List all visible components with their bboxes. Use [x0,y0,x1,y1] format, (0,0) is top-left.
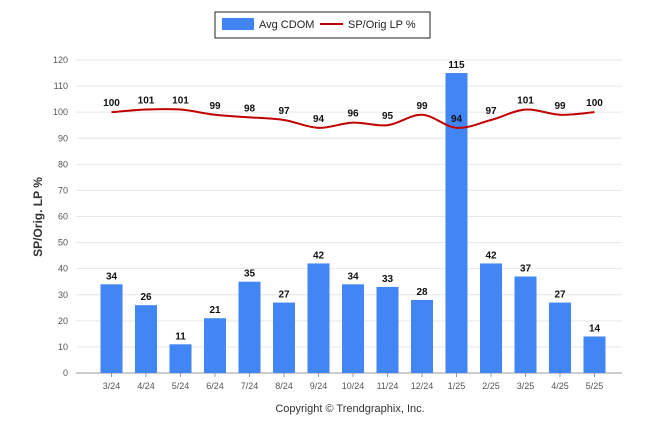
legend-swatch-avg-cdom [222,18,254,30]
x-tick-label: 3/25 [517,381,535,391]
bar-data-label: 42 [485,250,497,261]
x-axis-ticks: 3/24 4/24 5/24 6/24 7/24 8/24 9/24 10/24 11/24 12… [103,373,604,391]
line-data-label: 95 [382,111,394,122]
bar [376,286,399,373]
x-tick-label: 5/25 [586,381,604,391]
legend-label-avg-cdom: Avg CDOM [259,19,314,31]
bar-data-label: 42 [313,250,325,261]
line-data-label: 99 [554,101,566,112]
bar-data-label: 33 [382,274,394,285]
y-tick-label: 0 [63,368,68,378]
bar-data-label: 11 [175,331,186,342]
x-tick-label: 10/24 [342,381,365,391]
bar-data-label: 27 [554,290,566,301]
bar-data-label: 21 [209,305,221,316]
line-data-label: 101 [138,96,155,107]
bar [342,284,364,373]
bar-data-label: 27 [278,290,290,301]
y-axis-label: SP/Orig. LP % [31,177,45,257]
y-tick-label: 60 [58,212,68,222]
line-data-label: 94 [313,114,325,125]
line-data-label: 96 [347,109,359,120]
line-data-label: 99 [209,101,221,112]
x-tick-label: 3/24 [103,381,121,391]
bar-data-label: 115 [448,60,465,71]
line-data-label: 100 [586,98,603,109]
y-axis-ticks: 0 10 20 30 40 50 60 70 80 90 100 110 120 [53,55,68,378]
y-tick-label: 120 [53,55,68,65]
x-tick-label: 6/24 [206,381,224,391]
x-tick-label: 4/25 [551,381,569,391]
bar [514,276,537,373]
x-tick-label: 11/24 [377,381,399,391]
line-series: 100 101 101 99 98 97 94 96 95 99 94 97 101 99 100 [103,96,603,129]
x-tick-label: 9/24 [310,381,328,391]
bar-data-label: 26 [140,292,152,303]
copyright-footer: Copyright © Trendgraphix, Inc. [275,403,424,415]
bar-data-label: 37 [520,263,532,274]
bar-data-label: 34 [106,271,118,282]
line-data-label: 98 [244,103,256,114]
gridlines [76,59,622,374]
bar [238,281,261,373]
bar-data-label: 34 [347,271,359,282]
bar-data-label: 14 [589,323,601,334]
bar [204,318,226,373]
y-tick-label: 90 [58,133,68,143]
bar [100,284,123,373]
x-tick-label: 12/24 [411,381,434,391]
y-tick-label: 20 [58,316,68,326]
line-data-label: 97 [485,106,497,117]
x-tick-label: 1/25 [448,381,466,391]
bar [549,302,571,373]
bar [273,302,295,373]
sp-orig-lp-line [111,108,595,129]
bar-series: 34 26 11 21 35 27 42 34 33 28 115 42 37 27 14 [100,60,606,374]
x-tick-label: 8/24 [275,381,293,391]
x-tick-label: 4/24 [137,381,155,391]
y-tick-label: 40 [58,264,68,274]
line-data-label: 99 [416,101,428,112]
legend-label-sp-orig-lp: SP/Orig LP % [348,19,416,31]
y-tick-label: 80 [58,159,68,169]
x-tick-label: 2/25 [482,381,500,391]
x-tick-label: 7/24 [241,381,259,391]
bar [169,344,192,373]
bar [583,336,606,373]
legend: Avg CDOM SP/Orig LP % [214,11,431,39]
bar [480,263,502,373]
y-tick-label: 110 [54,81,68,91]
y-tick-label: 30 [58,290,68,300]
bar-data-label: 28 [416,287,428,298]
bar [445,73,468,374]
line-data-label: 101 [172,96,189,107]
y-tick-label: 10 [58,342,68,352]
y-tick-label: 100 [53,107,68,117]
bar-data-label: 35 [244,269,256,280]
line-data-label: 94 [451,114,463,125]
x-tick-label: 5/24 [172,381,190,391]
line-data-label: 97 [278,106,290,117]
y-tick-label: 70 [58,185,68,195]
bar [307,263,330,373]
bar [411,299,433,373]
y-tick-label: 50 [58,238,68,248]
line-data-label: 100 [103,98,120,109]
line-data-label: 101 [517,96,534,107]
bar [135,305,157,373]
